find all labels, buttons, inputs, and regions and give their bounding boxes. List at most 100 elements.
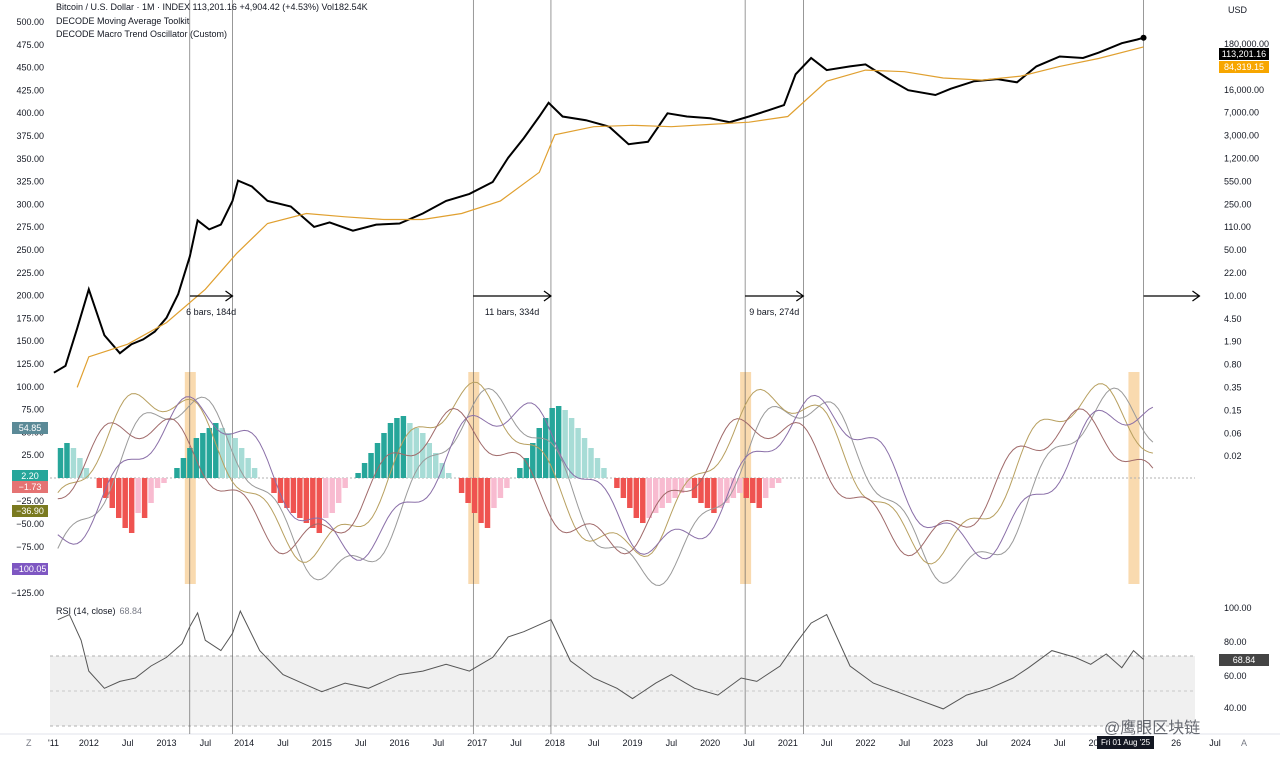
right-axis-tick: 0.35: [1224, 383, 1242, 393]
current-price-label: 113,201.16: [1222, 49, 1266, 59]
zoom-toggle[interactable]: Z: [26, 738, 32, 748]
histogram-bar: [652, 478, 659, 513]
histogram-bar: [355, 473, 361, 478]
right-axis-tick: 1,200.00: [1224, 154, 1259, 164]
histogram-bar: [310, 478, 316, 528]
x-axis-tick: 2012: [79, 738, 99, 748]
x-axis-tick: Jul: [510, 738, 522, 748]
left-axis-tick: 125.00: [16, 359, 44, 369]
x-axis-tick: '11: [48, 738, 59, 748]
left-axis-tick: 150.00: [16, 336, 44, 346]
histogram-bar: [458, 478, 465, 493]
rsi-axis-tick: 60.00: [1224, 671, 1247, 681]
right-axis-tick: 0.06: [1224, 428, 1242, 438]
histogram-bar: [756, 478, 762, 508]
indicator-label-ma-toolkit[interactable]: DECODE Moving Average Toolkit: [56, 16, 190, 26]
histogram-bar: [238, 448, 245, 478]
histogram-bar: [491, 478, 497, 508]
indicator-label-oscillator[interactable]: DECODE Macro Trend Oscillator (Custom): [56, 29, 228, 39]
x-axis-tick: 26: [1171, 738, 1181, 748]
histogram-bar: [530, 443, 536, 478]
histogram-bar: [115, 478, 122, 518]
histogram-bar: [633, 478, 640, 518]
oscillator-line: [57, 381, 1154, 565]
left-axis-tick: 100.00: [16, 382, 44, 392]
left-axis-tick: 350.00: [16, 154, 44, 164]
left-axis-tick: 450.00: [16, 63, 44, 73]
histogram-bar: [517, 468, 523, 478]
left-axis-tick: 400.00: [16, 108, 44, 118]
histogram-bar: [407, 423, 413, 478]
histogram-bar: [206, 428, 213, 478]
histogram-bar: [245, 458, 251, 478]
x-axis-tick: 2015: [312, 738, 332, 748]
histogram-bar: [555, 406, 562, 478]
histogram-bar: [439, 463, 445, 478]
right-axis-tick: 1.90: [1224, 337, 1242, 347]
histogram-bar: [737, 478, 743, 493]
histogram-bar: [335, 478, 342, 503]
histogram-bar: [504, 478, 510, 488]
histogram-bar: [180, 458, 187, 478]
histogram-bar: [77, 458, 83, 478]
histogram-bar: [775, 478, 782, 483]
histogram-bar: [724, 478, 730, 503]
left-axis-tick: 500.00: [16, 17, 44, 27]
right-axis-tick: 10.00: [1224, 291, 1247, 301]
oscillator-value-badge: [12, 470, 48, 482]
histogram-bar: [678, 478, 685, 493]
projection-label: 11 bars, 334d: [485, 307, 539, 317]
histogram-bar: [711, 478, 717, 513]
histogram-bar: [426, 443, 433, 478]
symbol-header: Bitcoin / U.S. Dollar · 1M · INDEX 113,2…: [56, 2, 368, 12]
histogram-bar: [484, 478, 491, 528]
histogram-bar: [640, 478, 646, 523]
histogram-bar: [57, 448, 64, 478]
histogram-bar: [400, 416, 407, 478]
ma-price-label: 84,319.15: [1224, 62, 1264, 72]
x-axis-tick: 2020: [700, 738, 720, 748]
right-axis-tick: 16,000.00: [1224, 85, 1264, 95]
x-axis-tick: Jul: [200, 738, 212, 748]
histogram-bar: [187, 448, 193, 478]
x-axis-tick: 2016: [389, 738, 409, 748]
oscillator-value-badge: [12, 505, 48, 517]
histogram-bar: [219, 428, 225, 478]
histogram-bar: [297, 478, 303, 518]
histogram-bar: [329, 478, 335, 513]
histogram-bar: [620, 478, 627, 498]
projection-label: 6 bars, 184d: [186, 307, 236, 317]
auto-scale-toggle[interactable]: A: [1241, 738, 1248, 748]
histogram-bar: [342, 478, 348, 488]
right-axis-tick: 180,000.00: [1224, 39, 1269, 49]
histogram-bar: [83, 468, 90, 478]
histogram-bar: [478, 478, 484, 523]
histogram-bar: [601, 468, 607, 478]
header-volume: Vol182.54K: [321, 2, 368, 12]
x-axis-tick: Jul: [433, 738, 445, 748]
histogram-bar: [588, 448, 594, 478]
rsi-axis-tick: 80.00: [1224, 637, 1247, 647]
right-axis-tick: 22.00: [1224, 268, 1247, 278]
left-axis-tick: 250.00: [16, 245, 44, 255]
rsi-legend[interactable]: RSI (14, close) 68.84: [56, 606, 142, 616]
histogram-bar: [361, 463, 368, 478]
histogram-bar: [374, 443, 381, 478]
oscillator-value-text: −100.05: [14, 564, 47, 574]
right-axis-tick: 110.00: [1224, 222, 1251, 232]
histogram-bar: [433, 453, 439, 478]
rsi-value: 68.84: [119, 606, 143, 616]
projection-arrowhead: [1192, 290, 1201, 302]
histogram-bar: [575, 428, 581, 478]
oscillator-line: [57, 387, 1154, 587]
header-change: +4,904.42 (+4.53%): [239, 2, 320, 12]
x-axis-tick: 2021: [778, 738, 798, 748]
x-axis-tick: Jul: [122, 738, 134, 748]
histogram-bar: [141, 478, 148, 518]
histogram-bar: [277, 478, 284, 503]
oscillator-value-text: −1.73: [19, 482, 42, 492]
x-axis-tick: 2019: [622, 738, 642, 748]
rsi-axis-tick: 100.00: [1224, 603, 1252, 613]
x-axis-tick: Jul: [355, 738, 367, 748]
